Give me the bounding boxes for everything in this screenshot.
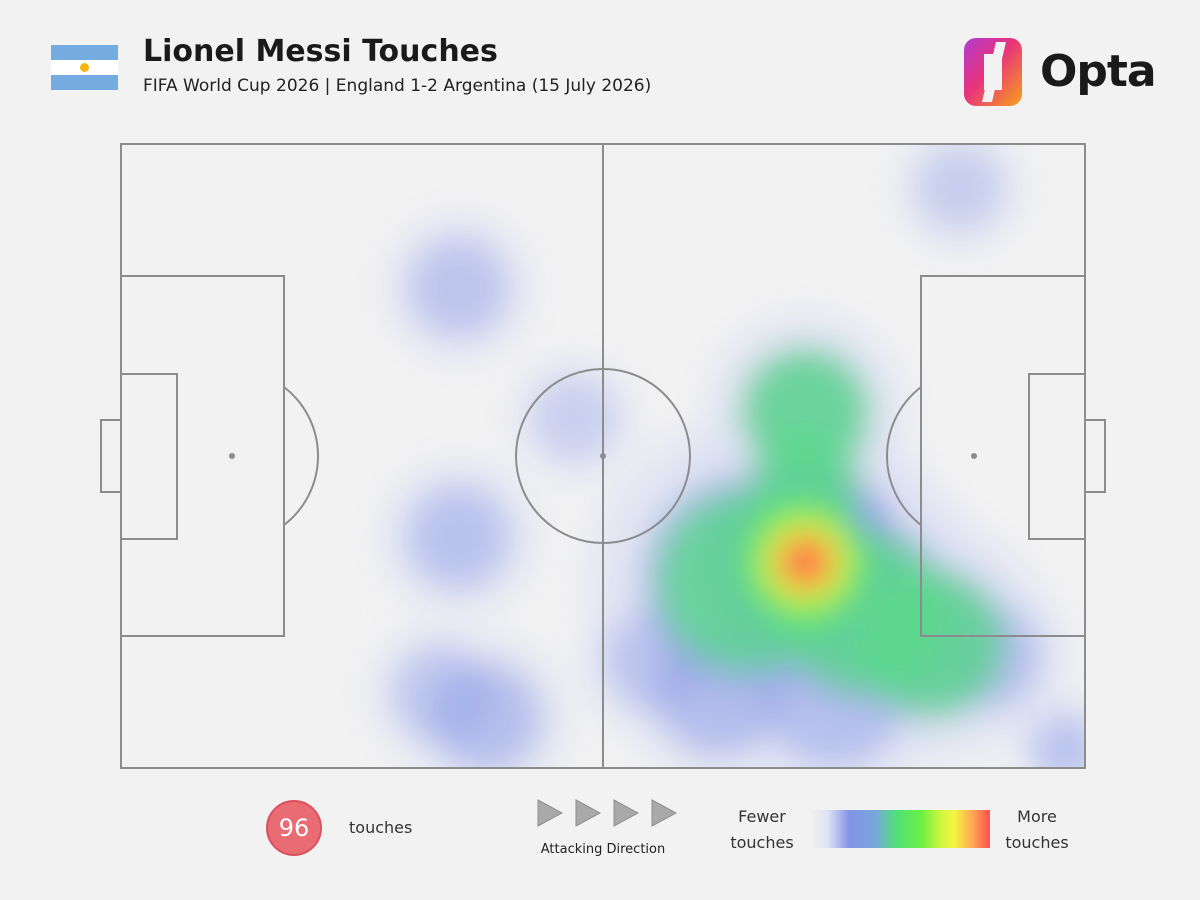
sun-of-may-icon	[80, 63, 89, 72]
arrow-icon	[575, 799, 602, 827]
heat-blob	[764, 521, 846, 603]
heat-blob	[407, 236, 510, 339]
heat-legend-bar	[810, 810, 990, 848]
chart-title: Lionel Messi Touches	[143, 34, 498, 69]
heat-blob	[529, 374, 619, 463]
heat-blob	[741, 348, 870, 477]
heat-blob	[748, 504, 863, 620]
opta-wordmark: Opta	[1040, 46, 1157, 97]
heat-blob	[891, 144, 1029, 257]
heat-blob	[654, 629, 783, 758]
legend-high-line-1: More	[1017, 807, 1057, 826]
heat-blob	[738, 345, 873, 479]
left-goal	[100, 419, 122, 493]
heat-blob	[381, 210, 536, 365]
heat-blob	[378, 456, 539, 618]
right-goal	[1084, 419, 1106, 493]
heat-blob	[704, 311, 907, 514]
heat-blob	[771, 519, 956, 705]
heat-blob	[935, 602, 1042, 709]
heat-blob	[656, 489, 840, 673]
heat-blob	[577, 588, 725, 736]
heat-blob	[764, 629, 905, 768]
heat-blob	[1030, 714, 1085, 768]
heat-blob	[507, 351, 642, 486]
right-penalty-arc	[886, 386, 922, 526]
heat-blob	[403, 634, 571, 768]
heat-blob	[727, 592, 942, 768]
heat-blob	[779, 536, 832, 588]
heat-blob	[750, 432, 861, 543]
opta-mark-icon	[964, 38, 1022, 106]
heat-blob	[851, 564, 1010, 723]
chart-header: Lionel Messi Touches FIFA World Cup 2026…	[0, 0, 1200, 120]
heat-blob	[621, 595, 817, 768]
pitch-surface	[121, 144, 1085, 768]
heat-blob	[914, 144, 1005, 233]
heat-blob	[741, 497, 870, 627]
attacking-direction-label: Attacking Direction	[540, 842, 666, 857]
left-six-yard-box	[120, 373, 178, 540]
chart-subtitle: FIFA World Cup 2026 | England 1-2 Argent…	[143, 76, 652, 96]
legend-low-line-2: touches	[730, 833, 794, 852]
left-penalty-arc	[283, 386, 319, 526]
heat-blob	[602, 613, 700, 711]
chart-footer: 96 touches Attacking Direction Fewer tou…	[0, 790, 1200, 900]
arrow-icon	[537, 799, 564, 827]
heat-blob	[810, 523, 1051, 764]
left-penalty-area	[120, 275, 285, 637]
heat-blob	[857, 569, 1005, 717]
legend-low-label: Fewer touches	[722, 804, 802, 856]
heat-blob	[748, 430, 863, 545]
heat-blob	[641, 474, 854, 687]
centre-circle	[515, 368, 691, 544]
arrow-icon	[613, 799, 640, 827]
heat-blob	[365, 619, 513, 767]
heat-blob	[780, 529, 946, 695]
attacking-direction-arrows	[537, 799, 678, 827]
heat-blob	[708, 465, 903, 660]
centre-spot	[600, 453, 606, 459]
touch-count-badge: 96	[266, 800, 322, 856]
right-penalty-area	[920, 275, 1086, 637]
heat-blob	[405, 484, 512, 590]
heat-blob	[586, 419, 909, 742]
legend-high-line-2: touches	[1005, 833, 1069, 852]
pitch-outline	[120, 143, 1086, 769]
heat-blob	[718, 400, 893, 575]
pitch-markings	[100, 143, 1106, 769]
legend-high-label: More touches	[997, 804, 1077, 856]
heat-blob	[657, 414, 953, 710]
right-penalty-spot	[971, 453, 977, 459]
legend-low-line-1: Fewer	[738, 807, 786, 826]
heat-layer	[365, 144, 1085, 768]
heat-blob	[390, 644, 488, 742]
opta-logo: Opta	[962, 36, 1162, 110]
heat-blob	[1012, 695, 1085, 768]
heat-blob	[723, 471, 1004, 753]
arrow-icon	[651, 799, 678, 827]
heat-blob	[908, 575, 1069, 736]
right-six-yard-box	[1028, 373, 1086, 540]
touch-count-label: touches	[349, 818, 413, 837]
left-penalty-spot	[229, 453, 235, 459]
heat-blob	[432, 663, 543, 768]
argentina-flag-icon	[51, 45, 118, 90]
